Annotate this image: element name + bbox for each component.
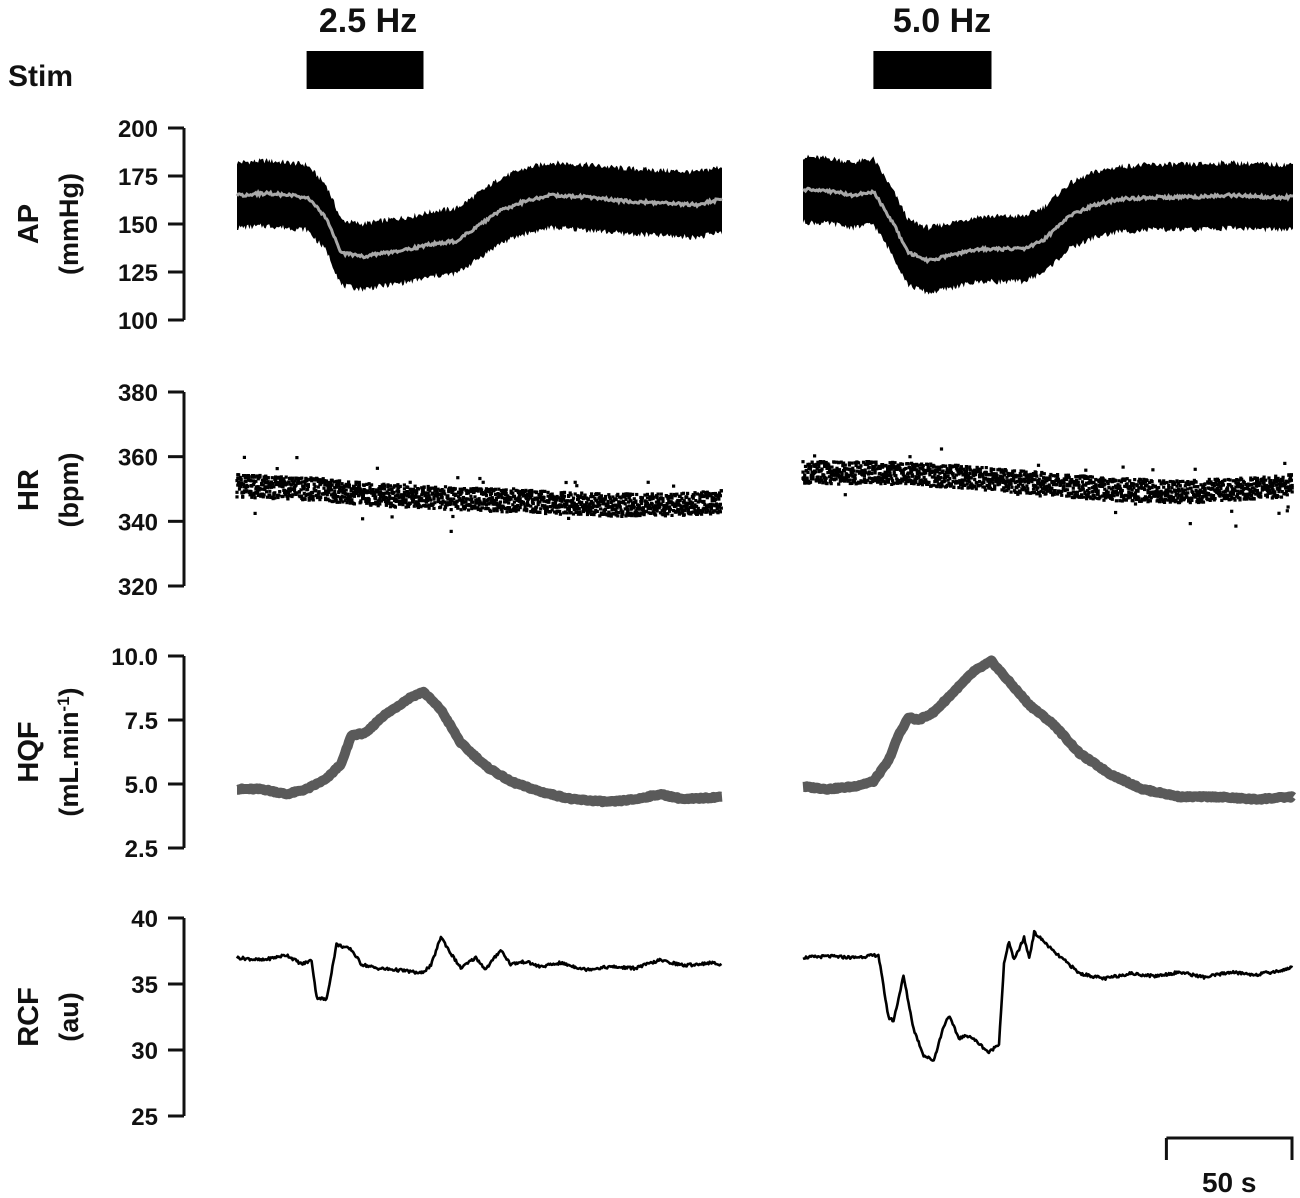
stim-bar-5-0hz xyxy=(873,51,992,89)
hr-y-tick-label: 340 xyxy=(118,509,158,536)
ap-trace-2-5hz-mean xyxy=(235,188,723,260)
hqf-y-tick-label: 2.5 xyxy=(125,836,158,863)
stim-frequency-label-2-5hz: 2.5 Hz xyxy=(319,2,417,40)
stim-row-label: Stim xyxy=(8,60,73,93)
hr-trace-5-0hz xyxy=(801,447,1294,528)
time-scale-label: 50 s xyxy=(1202,1167,1257,1198)
rcf-axis-unit: (au) xyxy=(54,992,84,1042)
hqf-unit-close: ) xyxy=(54,687,84,696)
rcf-y-tick-label: 30 xyxy=(131,1038,158,1065)
plot-area: 100 125 150 175 200 320 340 360 380 2.5 5.0 7.5 10.0… xyxy=(111,116,1297,1131)
rcf-y-tick-label: 25 xyxy=(131,1104,158,1131)
ap-axis-title: AP xyxy=(13,204,45,244)
rcf-y-tick-label: 35 xyxy=(131,972,158,999)
hqf-y-tick-label: 7.5 xyxy=(125,708,158,735)
hqf-y-tick-label: 10.0 xyxy=(111,644,158,671)
ap-trace-5-0hz-mean xyxy=(802,186,1294,265)
time-scale-bar xyxy=(1164,1136,1294,1160)
rcf-trace-5-0hz xyxy=(802,929,1294,1062)
hqf-unit-base: (mL.min xyxy=(54,712,84,817)
stim-bar-2-5hz xyxy=(306,51,424,89)
hr-y-tick-label: 360 xyxy=(118,445,158,472)
ap-trace-5-0hz-envelope xyxy=(803,154,1293,295)
rcf-trace-2-5hz xyxy=(235,935,723,1002)
hr-y-tick-label: 320 xyxy=(118,574,158,601)
hqf-trace-5-0hz xyxy=(799,655,1297,805)
hqf-unit-superscript: -1 xyxy=(54,696,73,711)
ap-axis-unit: (mmHg) xyxy=(54,173,84,275)
hr-axis-title: HR xyxy=(13,469,45,511)
rcf-axis-title: RCF xyxy=(13,987,45,1047)
ap-y-tick-label: 100 xyxy=(118,308,158,335)
hr-axis-unit: (bpm) xyxy=(54,453,84,528)
hr-trace-2-5hz xyxy=(235,455,723,533)
stim-frequency-label-5-0hz: 5.0 Hz xyxy=(893,2,991,40)
ap-y-tick-label: 125 xyxy=(118,260,158,287)
rcf-y-tick-label: 40 xyxy=(131,906,158,933)
ap-y-tick-label: 150 xyxy=(118,212,158,239)
hqf-axis-title: HQF xyxy=(13,721,45,782)
hqf-trace-2-5hz xyxy=(233,686,726,808)
hr-y-tick-label: 380 xyxy=(118,380,158,407)
hqf-y-tick-label: 5.0 xyxy=(125,772,158,799)
hqf-axis-unit: (mL.min-1) xyxy=(54,687,85,816)
ap-y-tick-label: 175 xyxy=(118,164,158,191)
ap-y-tick-label: 200 xyxy=(118,116,158,143)
